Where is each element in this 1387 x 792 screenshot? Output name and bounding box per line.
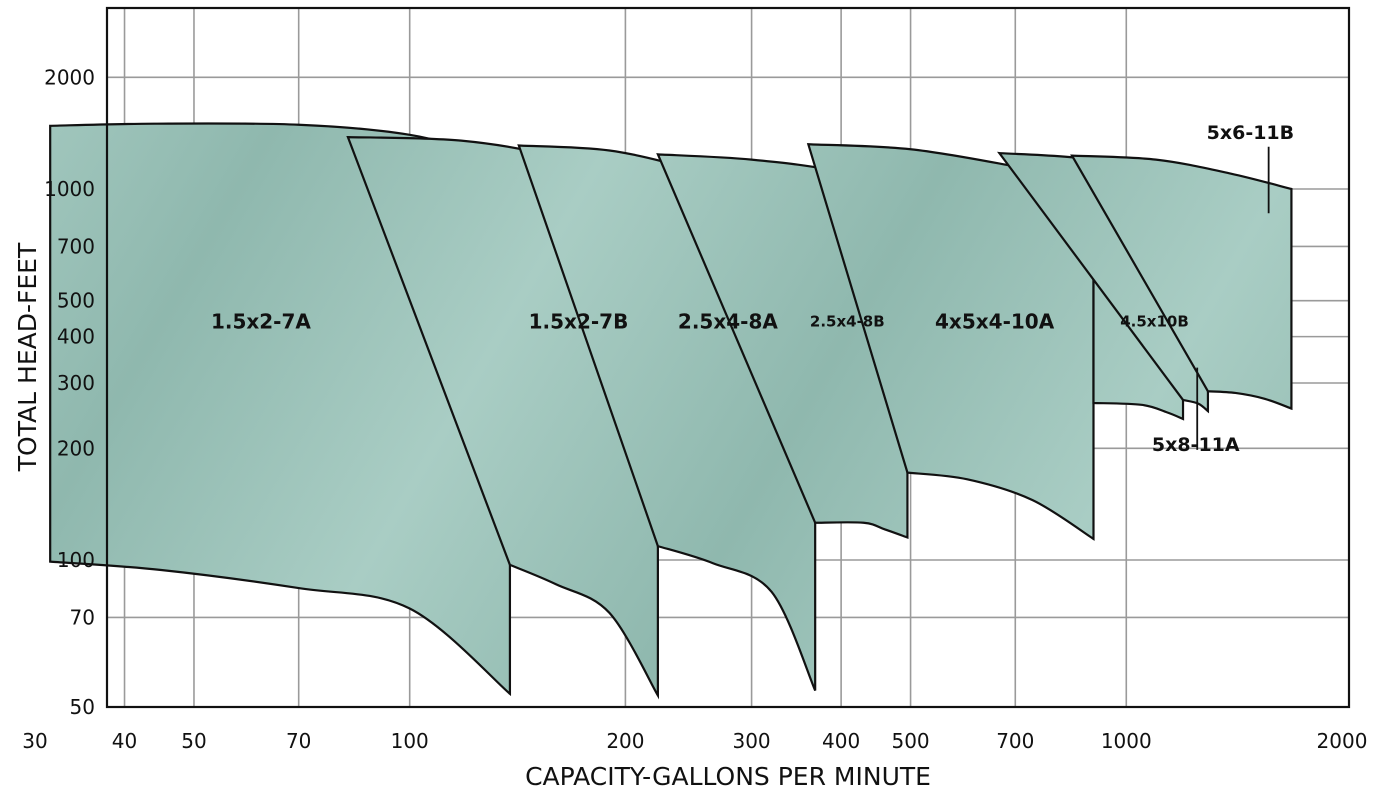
region-label-1-5x2-7b: 1.5x2-7B — [529, 309, 629, 333]
region-label-4-5x10b: 4.5x10B — [1120, 313, 1189, 331]
y-axis-title: TOTAL HEAD-FEET — [13, 242, 42, 472]
region-label-2-5x4-8b: 2.5x4-8B — [810, 313, 885, 331]
x-tick-label: 500 — [891, 729, 929, 753]
y-tick-label: 500 — [57, 289, 95, 313]
x-tick-label: 70 — [286, 729, 311, 753]
region-label-4x5x4-10a: 4x5x4-10A — [935, 309, 1055, 333]
region-label-1-5x2-7a: 1.5x2-7A — [211, 309, 311, 333]
x-tick-label: 2000 — [1317, 729, 1368, 753]
y-tick-labels: 50 70 100 200 300 400 500 700 1000 2000 — [44, 65, 95, 719]
callouts — [1196, 146, 1270, 450]
x-tick-label: 400 — [822, 729, 860, 753]
plot-frame — [105, 6, 1351, 709]
pump-regions — [49, 122, 1293, 700]
x-tick-label: 30 — [22, 729, 47, 753]
x-tick-label: 700 — [996, 729, 1034, 753]
y-tick-label: 2000 — [44, 65, 95, 89]
x-tick-label: 300 — [732, 729, 770, 753]
y-tick-label: 100 — [57, 548, 95, 572]
x-tick-label: 100 — [391, 729, 429, 753]
x-axis-title: CAPACITY-GALLONS PER MINUTE — [525, 762, 931, 791]
y-tick-label: 300 — [57, 371, 95, 395]
y-tick-label: 400 — [57, 325, 95, 349]
x-tick-label: 40 — [112, 729, 137, 753]
region-label-2-5x4-8a: 2.5x4-8A — [678, 309, 778, 333]
x-tick-label: 200 — [606, 729, 644, 753]
y-tick-label: 50 — [70, 695, 95, 719]
region-label-5x6-11b: 5x6-11B — [1207, 122, 1295, 144]
region-labels: 1.5x2-7A 1.5x2-7B 2.5x4-8A 2.5x4-8B 4x5x4-10… — [211, 122, 1294, 456]
x-tick-label: 1000 — [1101, 729, 1152, 753]
region-5x6-11b — [1070, 154, 1293, 411]
x-tick-labels: 30 40 50 70 100 200 300 400 500 700 1000 2000 — [22, 729, 1367, 753]
y-tick-label: 70 — [70, 605, 95, 629]
x-tick-label: 50 — [181, 729, 206, 753]
region-label-5x8-11a: 5x8-11A — [1152, 434, 1240, 456]
y-tick-label: 200 — [57, 436, 95, 460]
y-tick-label: 1000 — [44, 177, 95, 201]
y-tick-label: 700 — [57, 234, 95, 258]
